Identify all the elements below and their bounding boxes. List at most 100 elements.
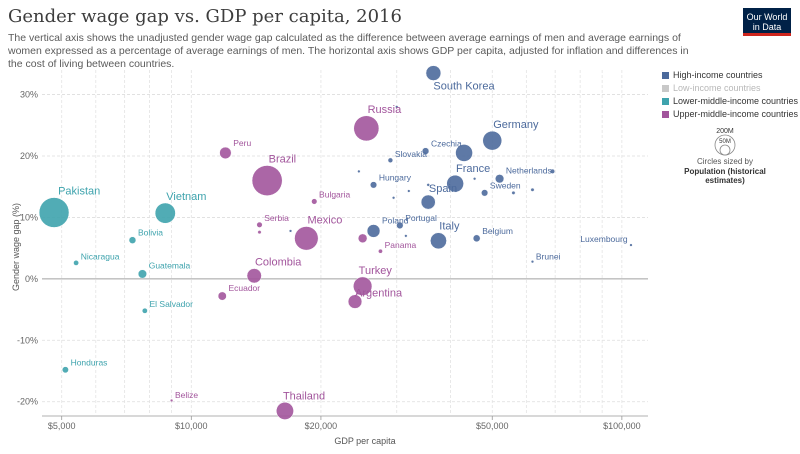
data-point[interactable]: [425, 65, 442, 81]
point-label: Bolivia: [138, 228, 163, 238]
data-point[interactable]: [169, 398, 174, 403]
point-labels: South Korea Germany Czechia Slovakia Netherl…: [58, 81, 628, 403]
data-point[interactable]: [530, 187, 535, 192]
point-label: Ecuador: [228, 283, 260, 293]
size-legend-variable: Population (historical estimates): [675, 167, 775, 185]
data-point[interactable]: [288, 229, 293, 233]
data-point[interactable]: [511, 190, 516, 195]
data-point[interactable]: [311, 198, 318, 205]
legend-label: Lower-middle-income countries: [673, 96, 799, 106]
legend-swatch: [662, 71, 669, 79]
data-point[interactable]: [629, 243, 633, 247]
data-point[interactable]: [472, 234, 481, 243]
size-legend-variable-text: Population (historical estimates): [684, 167, 766, 185]
point-label: Guatemala: [149, 261, 191, 271]
x-tick-label: $50,000: [476, 421, 509, 431]
logo-line-1: Our World: [746, 12, 788, 22]
data-point[interactable]: [430, 232, 447, 250]
size-legend-circles: 200M 50M: [714, 128, 736, 156]
data-point[interactable]: [395, 105, 399, 109]
data-point[interactable]: [217, 291, 227, 301]
data-point[interactable]: [257, 230, 262, 235]
data-point[interactable]: [61, 366, 69, 374]
y-tick-label: 30%: [20, 90, 38, 100]
point-label: France: [456, 163, 490, 175]
data-point[interactable]: [407, 189, 411, 193]
legend-label: Upper-middle-income countries: [673, 109, 799, 119]
x-tick-label: $5,000: [48, 421, 76, 431]
data-point[interactable]: [530, 260, 535, 264]
data-point[interactable]: [128, 236, 137, 244]
data-point[interactable]: [357, 233, 368, 244]
data-point[interactable]: [446, 174, 464, 193]
data-point[interactable]: [378, 248, 383, 254]
data-point[interactable]: [73, 260, 79, 266]
legend-item-high[interactable]: High-income countries: [662, 69, 800, 81]
legend-swatch: [662, 84, 669, 92]
data-point[interactable]: [38, 197, 70, 228]
legend-item-lower[interactable]: Lower-middle-income countries: [662, 95, 800, 107]
legend-label: High-income countries: [673, 70, 763, 80]
data-point[interactable]: [219, 146, 232, 160]
y-tick-label: 10%: [20, 212, 38, 222]
x-axis-label: GDP per capita: [334, 436, 395, 446]
legend-item-upper[interactable]: Upper-middle-income countries: [662, 108, 800, 120]
size-legend-caption: Circles sized by: [696, 157, 753, 166]
data-point[interactable]: [294, 226, 319, 251]
data-point[interactable]: [276, 402, 294, 420]
data-point[interactable]: [141, 307, 148, 314]
size-legend: 200M 50M Circles sized by Population (hi…: [675, 126, 775, 185]
data-point[interactable]: [455, 144, 473, 162]
chart-title: Gender wage gap vs. GDP per capita, 2016: [8, 6, 402, 27]
data-point[interactable]: [256, 221, 263, 228]
point-label: Belize: [175, 390, 198, 400]
data-point[interactable]: [154, 202, 176, 224]
legend-label: Low-income countries: [673, 83, 761, 93]
data-point[interactable]: [472, 177, 477, 181]
point-label: Sweden: [490, 181, 521, 191]
data-point[interactable]: [387, 157, 394, 163]
point-label: Argentina: [355, 288, 403, 300]
data-point[interactable]: [495, 174, 505, 184]
data-point[interactable]: [426, 183, 430, 187]
data-point[interactable]: [366, 224, 381, 238]
point-label: Brunei: [536, 251, 561, 261]
point-label: Spain: [429, 183, 457, 195]
data-point[interactable]: [370, 181, 378, 189]
size-legend-small-label: 50M: [719, 139, 731, 145]
legend-swatch: [662, 97, 669, 105]
data-point[interactable]: [420, 194, 436, 210]
point-label: Honduras: [71, 358, 108, 368]
point-label: Belgium: [482, 226, 513, 236]
point-label: Poland: [382, 215, 409, 225]
data-point[interactable]: [137, 269, 147, 279]
owid-logo[interactable]: Our World in Data: [743, 8, 791, 36]
data-point[interactable]: [357, 169, 361, 174]
data-points: [38, 65, 633, 420]
point-label: Bulgaria: [319, 190, 350, 200]
y-tick-label: -20%: [17, 397, 38, 407]
y-axis-label: Gender wage gap (%): [11, 203, 21, 291]
data-point[interactable]: [481, 189, 489, 197]
point-label: Serbia: [264, 213, 289, 223]
data-point[interactable]: [251, 165, 283, 196]
data-point[interactable]: [404, 234, 408, 238]
point-label: Colombia: [255, 257, 302, 269]
data-point[interactable]: [482, 130, 503, 151]
data-point[interactable]: [353, 276, 373, 296]
data-point[interactable]: [347, 294, 363, 309]
data-point[interactable]: [396, 221, 404, 230]
point-label: Germany: [493, 119, 539, 131]
data-point[interactable]: [246, 268, 262, 284]
legend-item-low[interactable]: Low-income countries: [662, 82, 800, 94]
logo-line-2: in Data: [752, 22, 782, 32]
data-point[interactable]: [549, 168, 556, 174]
data-point[interactable]: [353, 115, 380, 142]
point-label: Hungary: [379, 173, 412, 183]
y-tick-label: 0%: [25, 274, 38, 284]
y-tick-label: 20%: [20, 151, 38, 161]
point-label: Peru: [233, 138, 251, 148]
data-point[interactable]: [421, 147, 430, 155]
data-point[interactable]: [391, 196, 396, 200]
